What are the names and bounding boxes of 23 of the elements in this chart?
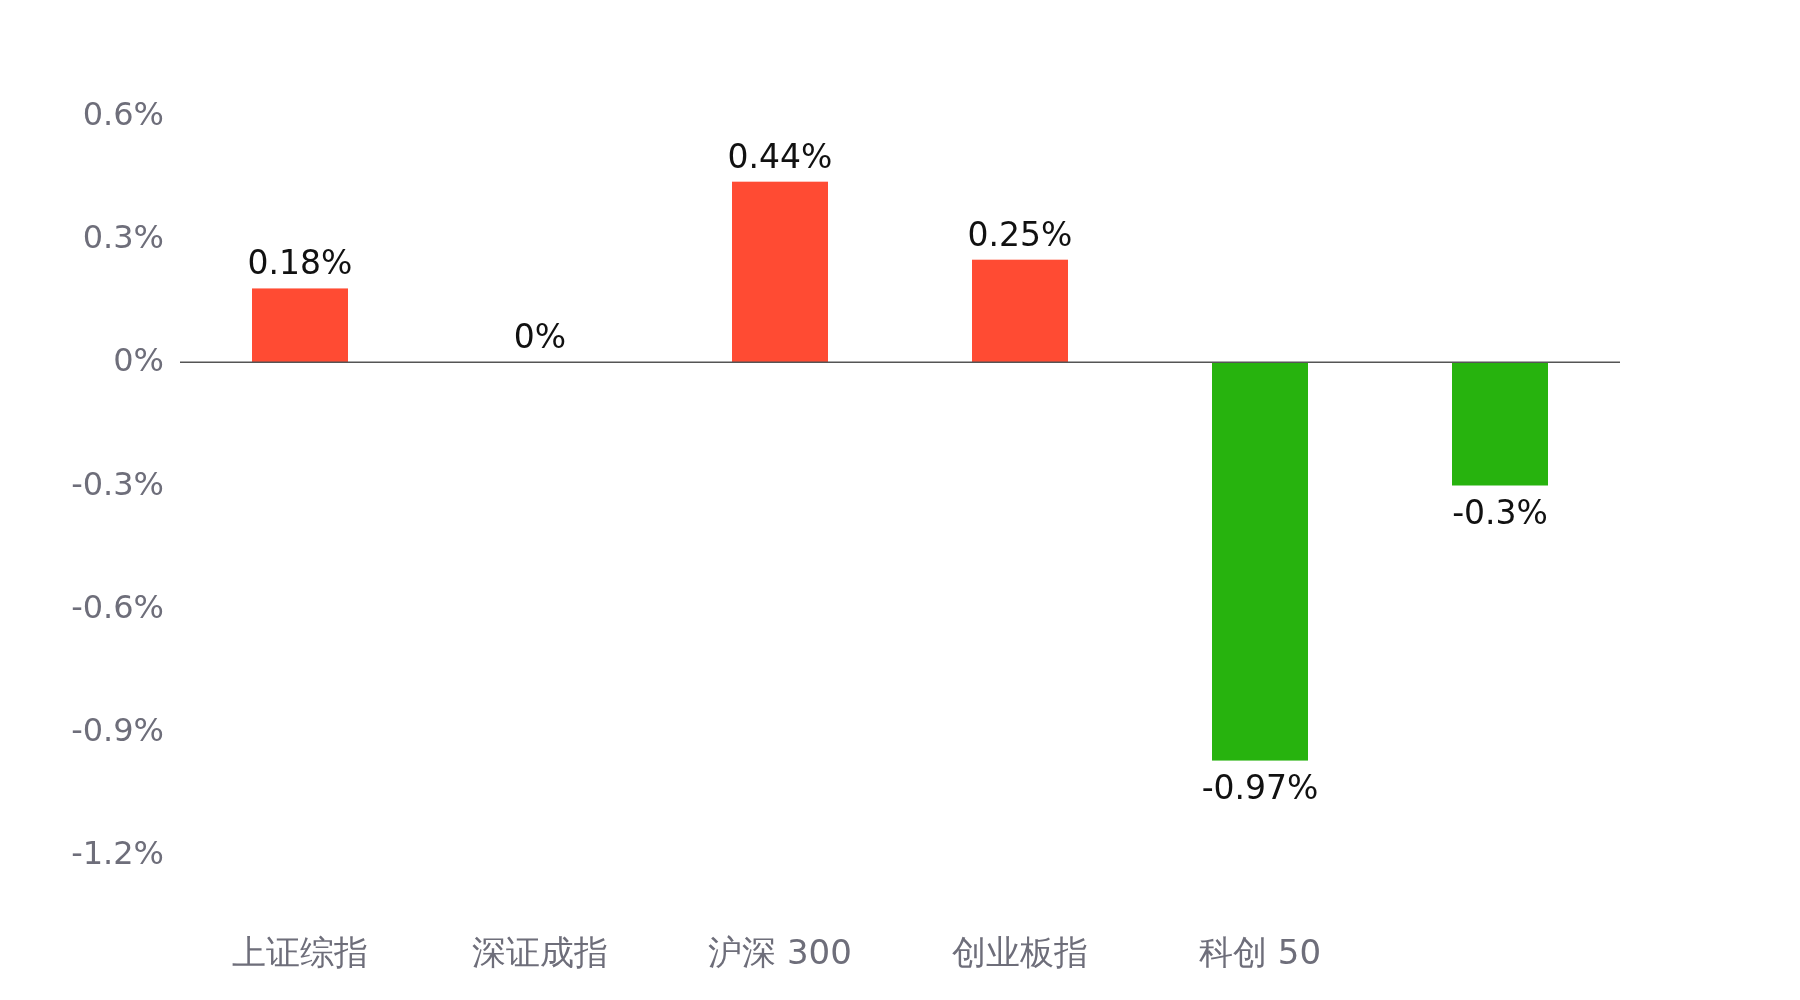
data-label: -0.97% <box>1201 768 1319 808</box>
data-label: 0% <box>513 317 567 357</box>
y-tick-label: -0.6% <box>71 587 164 626</box>
bar <box>732 181 828 363</box>
y-tick-label: 0.6% <box>82 95 164 133</box>
x-tick-label: 创业板指 <box>952 931 1088 972</box>
data-label: 0.18% <box>247 243 353 283</box>
data-label: 0.25% <box>967 214 1073 254</box>
bar <box>972 259 1068 363</box>
y-tick-label: -1.2% <box>71 834 164 872</box>
data-label: -0.3% <box>1452 493 1548 533</box>
data-label: 0.44% <box>727 136 833 176</box>
y-tick-label: 0% <box>113 341 164 380</box>
x-tick-label: 深证成指 <box>472 931 608 972</box>
y-tick-label: -0.9% <box>71 710 164 749</box>
bar <box>1212 362 1308 761</box>
bar <box>1452 362 1548 486</box>
x-tick-label: 沪深 300 <box>708 931 852 972</box>
y-tick-label: -0.3% <box>71 464 164 503</box>
y-tick-label: 0.3% <box>82 218 164 257</box>
x-tick-label: 上证综指 <box>232 931 368 972</box>
x-tick-label: 科创 50 <box>1198 931 1322 972</box>
bar <box>252 288 348 363</box>
